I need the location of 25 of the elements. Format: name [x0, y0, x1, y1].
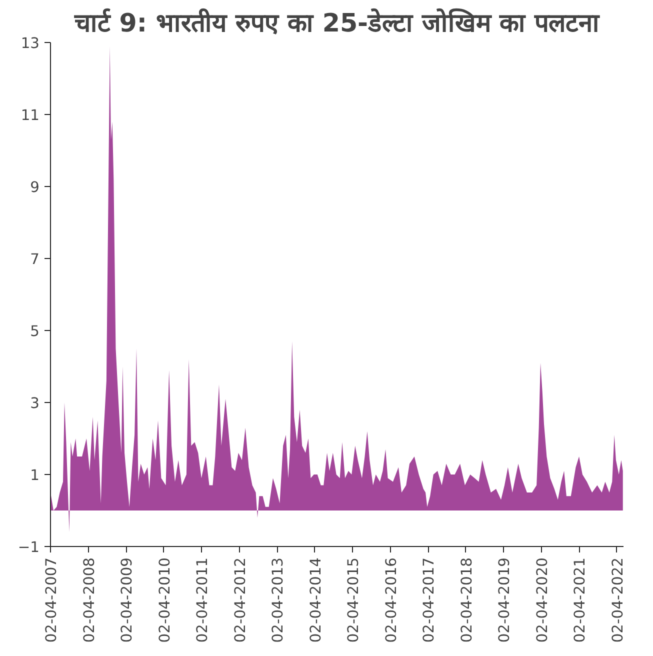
x-tick-label: 02-04-2018	[458, 557, 476, 643]
chart-title: चार्ट 9: भारतीय रुपए का 25-डेल्टा जोखिम का पलटना	[73, 8, 601, 38]
y-tick-label: −1	[18, 539, 40, 556]
x-tick-label: 02-04-2013	[270, 557, 287, 643]
x-tick-label: 02-04-2019	[496, 557, 514, 643]
y-tick-label: 3	[30, 395, 40, 412]
x-tick-label: 02-04-2009	[118, 557, 136, 643]
y-tick-label: 5	[30, 323, 40, 340]
x-tick-label: 02-04-2014	[307, 557, 324, 643]
x-tick-label: 02-04-2010	[156, 557, 174, 643]
x-tick-label: 02-04-2007	[43, 557, 60, 643]
x-tick-label: 02-04-2012	[232, 557, 249, 643]
x-tick-label: 02-04-2011	[194, 557, 212, 643]
x-tick-label: 02-04-2015	[345, 557, 362, 643]
x-tick-label: 02-04-2008	[80, 557, 98, 643]
y-tick-label: 7	[30, 251, 40, 268]
y-tick-label: 11	[20, 107, 40, 124]
x-tick-label: 02-04-2022	[609, 557, 626, 643]
y-tick-label: 1	[30, 467, 40, 484]
y-tick-label: 9	[30, 179, 40, 196]
y-tick-label: 13	[20, 35, 40, 52]
x-tick-label: 02-04-2016	[382, 557, 400, 643]
x-tick-label: 02-04-2017	[420, 557, 438, 643]
x-tick-label: 02-04-2021	[572, 557, 589, 643]
x-tick-label: 02-04-2020	[534, 557, 551, 643]
